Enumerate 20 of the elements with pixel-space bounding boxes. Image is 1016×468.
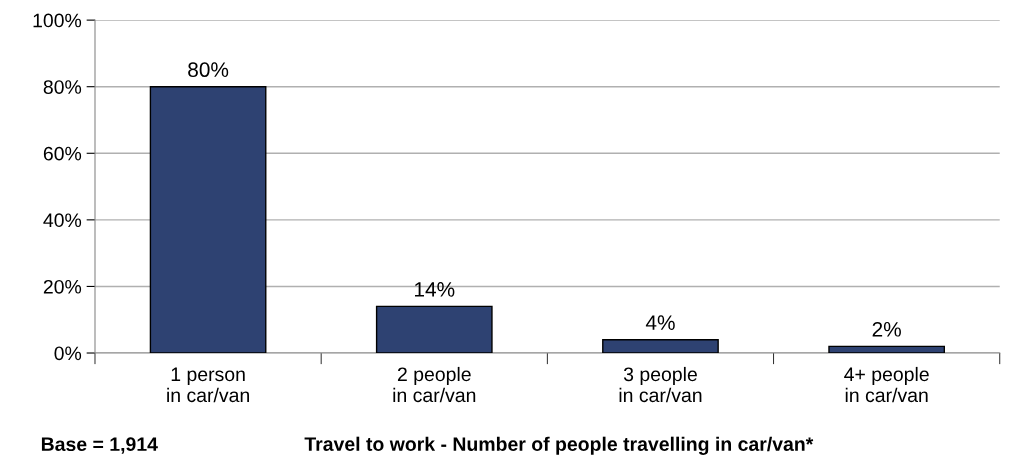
y-tick-label: 20% xyxy=(43,279,82,294)
data-label: 4% xyxy=(645,315,675,330)
x-tick-label: 4+ people in car/van xyxy=(844,366,929,403)
data-label: 80% xyxy=(188,62,229,78)
y-tick-label: 60% xyxy=(43,146,82,161)
y-tick-label: 40% xyxy=(43,213,82,228)
text: Travel to work - Number of people travelling in car/van* xyxy=(304,436,814,455)
bar xyxy=(828,345,946,354)
text: Base = 1,914 xyxy=(41,437,158,454)
x-tick-label: 1 person in car/van xyxy=(167,367,249,403)
bar xyxy=(375,305,493,354)
y-tick-label: 80% xyxy=(43,80,82,94)
x-tick-label: 3 people in car/van xyxy=(619,366,702,403)
bar xyxy=(149,86,267,354)
y-tick-label: 0% xyxy=(54,346,82,361)
bar xyxy=(602,339,719,354)
y-tick-label: 100% xyxy=(33,13,82,28)
x-tick-label: 2 people in car/van xyxy=(393,366,476,403)
data-label: 2% xyxy=(872,321,901,337)
data-label: 14% xyxy=(415,282,455,297)
